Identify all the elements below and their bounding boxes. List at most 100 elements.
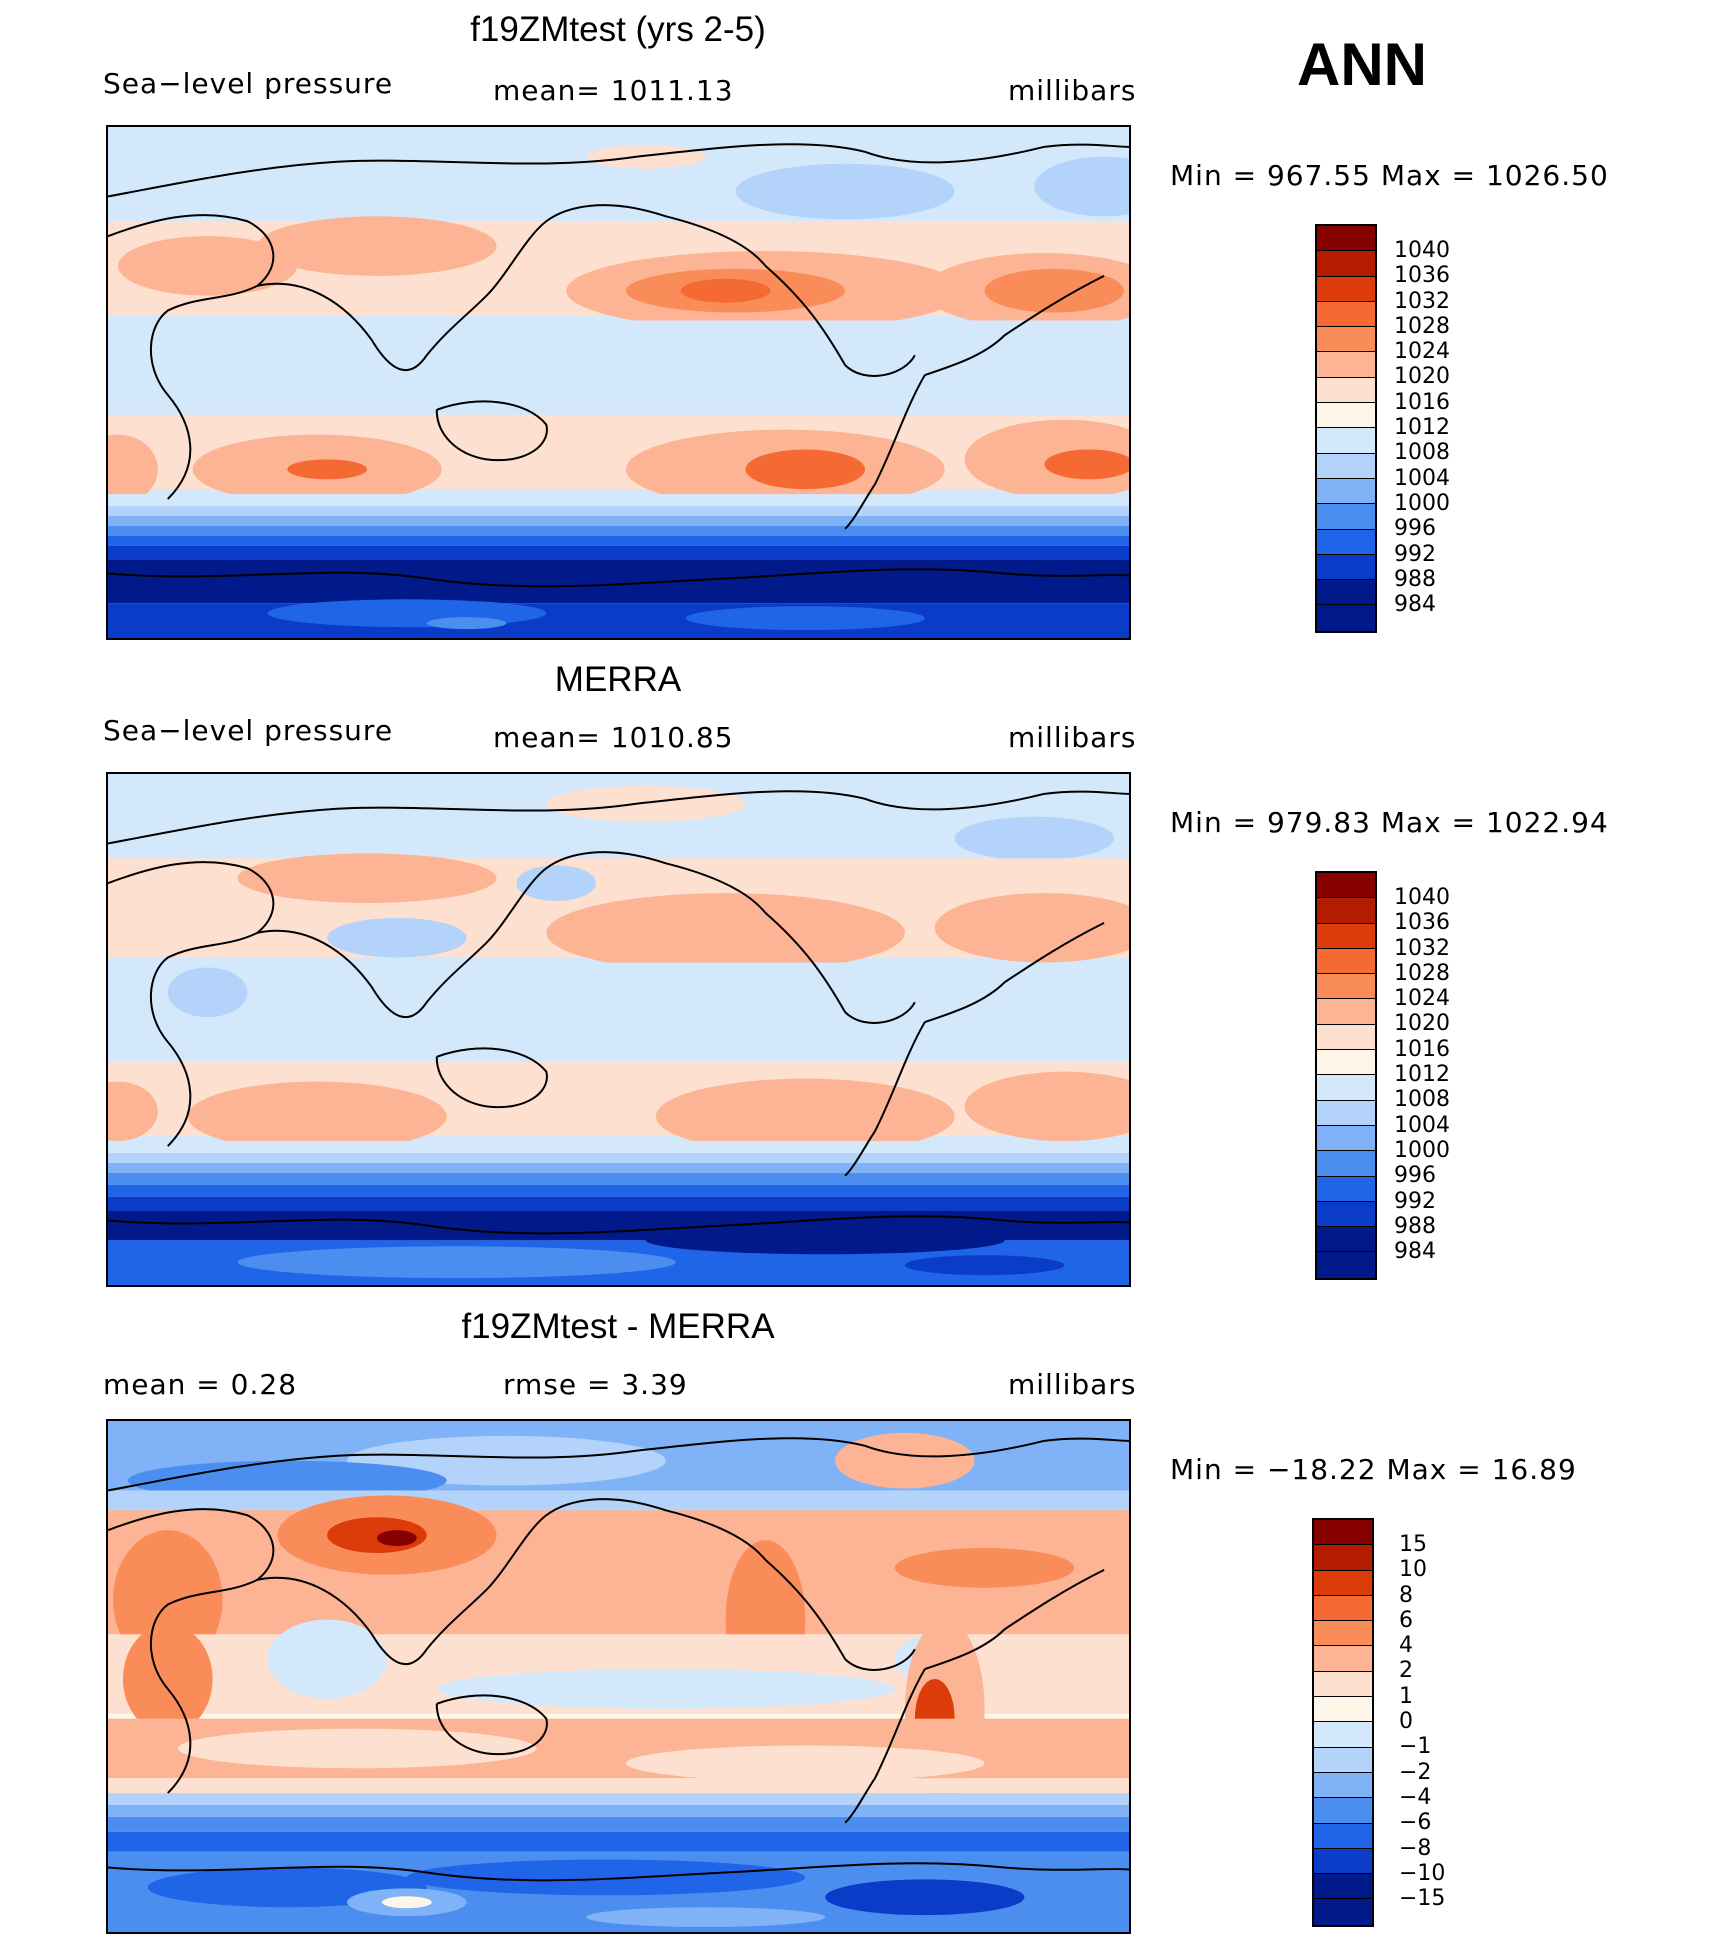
panel-1-units-label: millibars	[1008, 74, 1137, 107]
colorbar-label: −1	[1399, 1734, 1432, 1760]
colorbar-label: 996	[1394, 516, 1436, 542]
colorbar-label: 1008	[1394, 1087, 1450, 1113]
panel-2-colorbar-labels: 1040 1036 1032 1028 1024 1020 1016 1012 1008 1004…	[1394, 885, 1450, 1264]
panel-3-colorbar	[1312, 1518, 1374, 1927]
colorbar-swatch	[1314, 1747, 1372, 1773]
colorbar-swatch	[1314, 1899, 1372, 1925]
colorbar-swatch	[1317, 327, 1375, 353]
colorbar-label: 1024	[1394, 339, 1450, 365]
colorbar-label: 2	[1399, 1658, 1413, 1684]
colorbar-swatch	[1314, 1621, 1372, 1647]
colorbar-label: 1016	[1394, 1036, 1450, 1062]
panel-3-units-label: millibars	[1008, 1368, 1137, 1401]
colorbar-swatch	[1317, 453, 1375, 479]
colorbar-swatch	[1317, 1050, 1375, 1076]
panel-1-title: f19ZMtest (yrs 2-5)	[470, 10, 766, 49]
panel-2-colorbar	[1315, 871, 1377, 1280]
colorbar-swatch	[1317, 1100, 1375, 1126]
colorbar-label: 996	[1394, 1163, 1436, 1189]
colorbar-swatch	[1317, 1176, 1375, 1202]
colorbar-label: 1040	[1394, 885, 1450, 910]
colorbar-swatch	[1317, 529, 1375, 555]
colorbar-swatch	[1317, 1024, 1375, 1051]
colorbar-swatch	[1314, 1671, 1372, 1698]
colorbar-label: 988	[1394, 1213, 1436, 1239]
colorbar-swatch	[1314, 1520, 1372, 1546]
colorbar-swatch	[1314, 1697, 1372, 1723]
colorbar-swatch	[1317, 276, 1375, 302]
colorbar-swatch	[1317, 1151, 1375, 1177]
colorbar-label: 984	[1394, 592, 1436, 618]
colorbar-label: 1016	[1394, 389, 1450, 415]
colorbar-swatch	[1317, 1252, 1375, 1278]
colorbar-swatch	[1317, 873, 1375, 899]
panel-3-title: f19ZMtest - MERRA	[461, 1307, 775, 1346]
colorbar-swatch	[1317, 377, 1375, 404]
colorbar-label: −4	[1399, 1784, 1432, 1810]
panel-1-contour-field	[108, 127, 1129, 638]
colorbar-label: 1020	[1394, 364, 1450, 390]
colorbar-swatch	[1314, 1646, 1372, 1672]
colorbar-swatch	[1314, 1772, 1372, 1799]
panel-2-mean-label: mean= 1010.85	[493, 721, 734, 754]
colorbar-swatch	[1317, 898, 1375, 924]
colorbar-swatch	[1317, 948, 1375, 975]
panel-2-map	[106, 772, 1131, 1287]
colorbar-label: 992	[1394, 1188, 1436, 1214]
panel-1-variable-label: Sea−level pressure	[103, 67, 394, 100]
panel-1-map	[106, 125, 1131, 640]
colorbar-label: 1036	[1394, 263, 1450, 289]
colorbar-swatch	[1317, 301, 1375, 328]
colorbar-swatch	[1314, 1823, 1372, 1849]
colorbar-label: 1012	[1394, 415, 1450, 441]
colorbar-label: 1040	[1394, 238, 1450, 263]
colorbar-label: 1000	[1394, 490, 1450, 516]
colorbar-label: 1020	[1394, 1011, 1450, 1037]
colorbar-label: 1004	[1394, 465, 1450, 491]
colorbar-label: 4	[1399, 1633, 1413, 1659]
panel-3-colorbar-labels: 15 10 8 6 4 2 1 0 −1 −2 −4 −6 −8 −10 −15	[1399, 1532, 1445, 1911]
panel-3-mean-label: mean = 0.28	[103, 1368, 298, 1401]
colorbar-swatch	[1317, 1075, 1375, 1101]
panel-3-rmse-label: rmse = 3.39	[503, 1368, 688, 1401]
season-title: ANN	[1297, 31, 1427, 98]
colorbar-swatch	[1317, 999, 1375, 1025]
colorbar-swatch	[1314, 1570, 1372, 1596]
panel-1-colorbar	[1315, 224, 1377, 633]
colorbar-swatch	[1317, 974, 1375, 1000]
colorbar-label: 15	[1399, 1532, 1427, 1557]
panel-2-minmax: Min = 979.83 Max = 1022.94	[1170, 806, 1609, 839]
panel-2-variable-label: Sea−level pressure	[103, 714, 394, 747]
colorbar-label: 1024	[1394, 986, 1450, 1012]
colorbar-swatch	[1317, 1125, 1375, 1152]
colorbar-label: −2	[1399, 1759, 1432, 1785]
colorbar-label: −10	[1399, 1860, 1446, 1886]
colorbar-swatch	[1317, 428, 1375, 454]
panel-3-contour-field	[108, 1421, 1129, 1932]
colorbar-label: 8	[1399, 1582, 1413, 1608]
colorbar-label: 1036	[1394, 910, 1450, 936]
colorbar-swatch	[1314, 1545, 1372, 1571]
colorbar-swatch	[1317, 554, 1375, 581]
colorbar-label: 1000	[1394, 1137, 1450, 1163]
colorbar-label: −8	[1399, 1835, 1432, 1861]
colorbar-swatch	[1317, 251, 1375, 277]
colorbar-label: 0	[1399, 1709, 1413, 1735]
colorbar-label: 1012	[1394, 1062, 1450, 1088]
colorbar-swatch	[1317, 226, 1375, 252]
colorbar-label: 10	[1399, 1557, 1427, 1583]
colorbar-label: 984	[1394, 1239, 1436, 1265]
panel-1-minmax: Min = 967.55 Max = 1026.50	[1170, 159, 1609, 192]
colorbar-label: 1032	[1394, 935, 1450, 961]
colorbar-label: 1	[1399, 1683, 1413, 1709]
colorbar-label: −6	[1399, 1810, 1432, 1836]
colorbar-label: −15	[1399, 1886, 1446, 1912]
colorbar-label: 1028	[1394, 313, 1450, 339]
colorbar-swatch	[1317, 1227, 1375, 1253]
colorbar-swatch	[1314, 1595, 1372, 1622]
panel-1-colorbar-labels: 1040 1036 1032 1028 1024 1020 1016 1012 1008 1004…	[1394, 238, 1450, 617]
panel-3-minmax: Min = −18.22 Max = 16.89	[1170, 1453, 1577, 1486]
colorbar-swatch	[1317, 478, 1375, 505]
colorbar-swatch	[1317, 504, 1375, 530]
colorbar-swatch	[1317, 580, 1375, 606]
